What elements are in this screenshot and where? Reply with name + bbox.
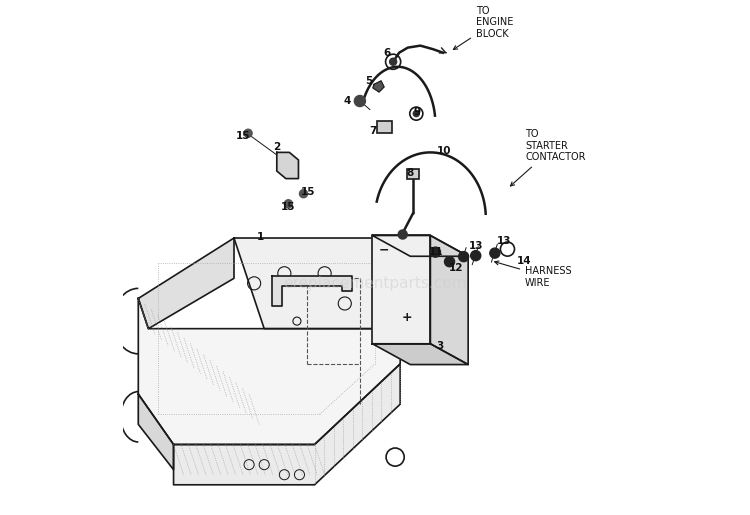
Circle shape <box>430 247 440 257</box>
Text: +: + <box>402 311 412 324</box>
Text: 13: 13 <box>497 235 512 246</box>
Text: 13: 13 <box>469 241 483 251</box>
Text: 10: 10 <box>437 146 452 157</box>
Polygon shape <box>373 344 468 365</box>
Polygon shape <box>373 235 468 256</box>
Circle shape <box>299 190 307 198</box>
Polygon shape <box>138 299 400 444</box>
Circle shape <box>490 248 500 258</box>
Circle shape <box>389 58 397 65</box>
Circle shape <box>398 230 407 239</box>
Text: 11: 11 <box>429 247 444 257</box>
Circle shape <box>471 251 481 261</box>
Polygon shape <box>234 238 400 329</box>
Polygon shape <box>138 394 173 470</box>
FancyBboxPatch shape <box>377 121 392 133</box>
Text: 1: 1 <box>256 232 264 242</box>
Text: 14: 14 <box>518 255 532 266</box>
Text: −: − <box>379 243 389 256</box>
Circle shape <box>244 129 252 138</box>
Text: HARNESS
WIRE: HARNESS WIRE <box>495 261 572 288</box>
Polygon shape <box>430 235 468 365</box>
Text: 6: 6 <box>383 48 390 58</box>
Text: TO
STARTER
CONTACTOR: TO STARTER CONTACTOR <box>511 129 586 186</box>
Text: 3: 3 <box>436 341 443 351</box>
Polygon shape <box>173 364 400 485</box>
Circle shape <box>413 111 419 116</box>
Text: 8: 8 <box>406 167 414 178</box>
Text: TO
ENGINE
BLOCK: TO ENGINE BLOCK <box>454 6 513 49</box>
Polygon shape <box>373 81 384 92</box>
Text: ereplacementparts.com: ereplacementparts.com <box>284 276 466 291</box>
Polygon shape <box>272 276 352 306</box>
Text: 9: 9 <box>413 107 420 117</box>
FancyBboxPatch shape <box>406 168 419 179</box>
Text: 12: 12 <box>448 263 463 273</box>
Text: 15: 15 <box>281 202 296 212</box>
Circle shape <box>354 95 365 107</box>
Circle shape <box>284 200 292 208</box>
Circle shape <box>445 256 454 267</box>
Polygon shape <box>277 152 298 179</box>
Text: 15: 15 <box>302 186 316 197</box>
Polygon shape <box>138 238 234 329</box>
Text: 15: 15 <box>236 131 250 141</box>
Text: 4: 4 <box>344 96 351 106</box>
Text: 2: 2 <box>273 142 280 152</box>
Polygon shape <box>373 235 430 344</box>
Circle shape <box>458 252 469 262</box>
Text: 7: 7 <box>369 126 376 136</box>
Text: 5: 5 <box>364 76 372 86</box>
